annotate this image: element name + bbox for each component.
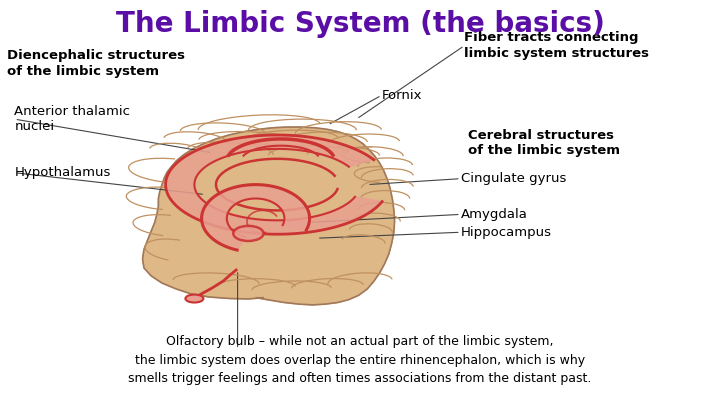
Text: Cerebral structures
of the limbic system: Cerebral structures of the limbic system: [468, 129, 620, 157]
Text: Olfactory bulb – while not an actual part of the limbic system,
the limbic syste: Olfactory bulb – while not an actual par…: [128, 335, 592, 385]
Text: Hippocampus: Hippocampus: [461, 226, 552, 239]
Text: The Limbic System (the basics): The Limbic System (the basics): [116, 10, 604, 38]
Text: Fiber tracts connecting
limbic system structures: Fiber tracts connecting limbic system st…: [464, 31, 649, 60]
Text: Anterior thalamic
nuclei: Anterior thalamic nuclei: [14, 105, 130, 133]
Polygon shape: [202, 185, 310, 250]
Text: Diencephalic structures
of the limbic system: Diencephalic structures of the limbic sy…: [7, 49, 185, 78]
Text: Cingulate gyrus: Cingulate gyrus: [461, 172, 566, 185]
Ellipse shape: [186, 295, 204, 303]
Text: Amygdala: Amygdala: [461, 208, 528, 221]
Ellipse shape: [233, 226, 264, 241]
Text: Hypothalamus: Hypothalamus: [14, 166, 111, 179]
Polygon shape: [143, 127, 395, 305]
Text: Fornix: Fornix: [382, 89, 422, 102]
Polygon shape: [166, 135, 382, 234]
